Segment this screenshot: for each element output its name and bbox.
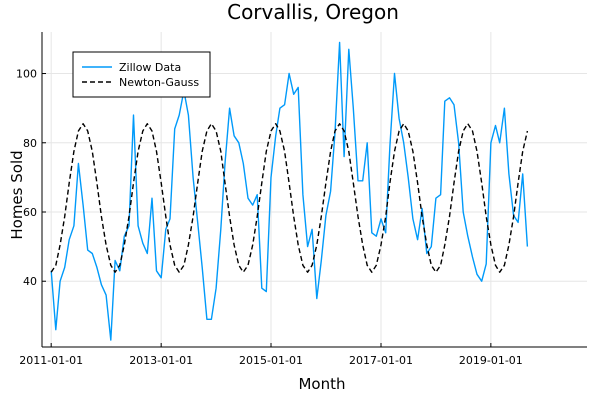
chart-title: Corvallis, Oregon (227, 0, 399, 24)
legend-label-newton-gauss: Newton-Gauss (119, 76, 199, 89)
y-tick-label: 80 (23, 137, 37, 150)
y-tick-label: 100 (16, 68, 37, 81)
y-tick-label: 40 (23, 275, 37, 288)
ticks: 2011-01-01 2013-01-01 2015-01-01 2017-01-01… (16, 68, 523, 367)
x-tick-label: 2013-01-01 (129, 354, 193, 367)
series-line-zillow-data (50, 41, 529, 341)
x-axis-label: Month (298, 375, 345, 393)
legend-label-zillow: Zillow Data (119, 61, 181, 74)
y-tick-label: 60 (23, 206, 37, 219)
series-line-newton-gauss (50, 122, 529, 273)
x-tick-label: 2019-01-01 (459, 354, 523, 367)
y-axis-label: Homes Sold (8, 150, 26, 239)
legend: Zillow Data Newton-Gauss (72, 51, 211, 98)
x-tick-label: 2011-01-01 (19, 354, 83, 367)
legend-box (72, 51, 211, 98)
series-layer (50, 41, 529, 341)
x-tick-label: 2015-01-01 (239, 354, 303, 367)
x-tick-label: 2017-01-01 (349, 354, 413, 367)
